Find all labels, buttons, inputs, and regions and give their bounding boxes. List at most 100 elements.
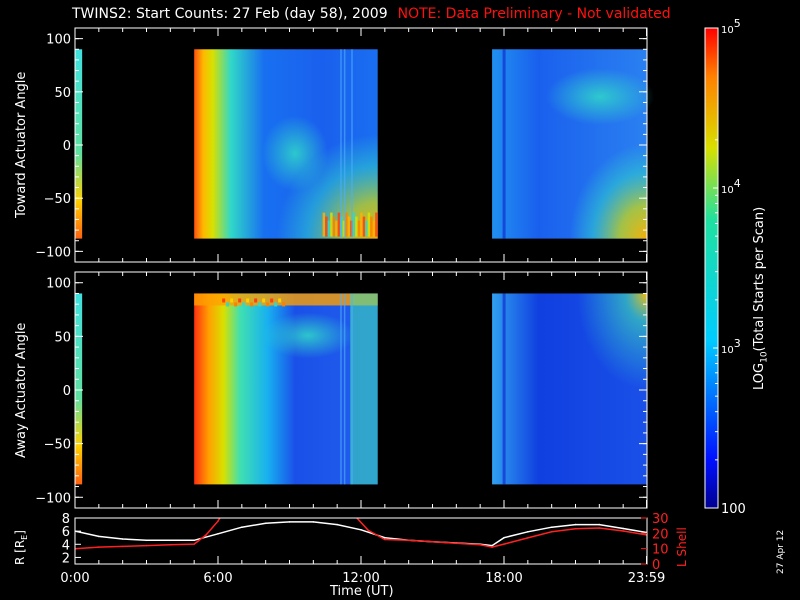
toward-speckle: [372, 220, 376, 237]
l-shell-point: [384, 538, 386, 541]
r-earth-radii-line: [75, 521, 647, 547]
r-earth-radii-point: [550, 526, 553, 528]
away-speckle: [230, 298, 234, 303]
l-shell-point: [217, 520, 219, 522]
toward-speckle: [335, 220, 338, 237]
toward-speckle: [375, 212, 378, 237]
toward-speckle: [332, 216, 336, 237]
l-shell-point: [367, 529, 370, 532]
away-speckle: [242, 302, 246, 307]
l-ytick-label: 10: [652, 543, 669, 558]
away-ytick-label: 100: [46, 277, 71, 292]
l-shell-point: [121, 545, 124, 548]
colorbar-tick-exp: 3: [734, 337, 741, 350]
time-xtick-label: 0:00: [60, 571, 89, 586]
r-earth-radii-point: [503, 536, 505, 539]
r-ytick-label: 6: [62, 525, 70, 540]
l-shell-point: [574, 527, 577, 530]
away-heatmap-block-1: [75, 293, 83, 485]
r-earth-radii-point: [312, 521, 315, 523]
away-ytick-label: 50: [54, 330, 71, 345]
toward-speckle: [337, 212, 341, 237]
away-speckle: [250, 302, 254, 307]
r-earth-radii-point: [145, 539, 148, 542]
toward-speckle: [322, 212, 326, 237]
toward-ytick-label: −50: [44, 192, 71, 207]
l-shell-axis-label: L Shell: [675, 527, 689, 567]
l-ytick-label: 30: [652, 512, 669, 527]
away-ytick-label: 0: [63, 384, 71, 399]
l-shell-point: [503, 543, 505, 545]
colorbar-tick-label: 103: [721, 337, 741, 356]
away-warm-region: [577, 293, 647, 389]
r-earth-radii-point: [336, 523, 339, 526]
r-earth-radii-point: [574, 523, 577, 526]
away-cyan-region: [262, 312, 354, 359]
r-ytick-label: 4: [62, 538, 70, 553]
toward-speckle: [352, 212, 356, 237]
toward-speckle: [365, 220, 368, 237]
time-axis-label: Time (UT): [330, 584, 394, 599]
l-ytick-label: 20: [652, 527, 669, 542]
colorbar-tick-base: 10: [721, 25, 734, 36]
colorbar-frame: [704, 27, 719, 509]
toward-speckle: [325, 216, 328, 237]
r-axis-label-end: ]: [13, 530, 27, 535]
colorbar-tick-label: 100: [721, 502, 746, 517]
away-speckle: [262, 298, 266, 303]
toward-speckle: [357, 220, 361, 237]
toward-speckle: [355, 216, 358, 237]
colorbar-tick-base: 10: [721, 185, 734, 196]
toward-speckle: [370, 216, 373, 237]
time-xtick-label: 6:00: [203, 571, 232, 586]
l-shell-point: [145, 544, 148, 547]
toward-ytick-label: 0: [63, 139, 71, 154]
l-shell-line: [75, 518, 647, 550]
colorbar-tick-exp: 4: [734, 177, 741, 190]
r-earth-radii-point: [384, 536, 386, 539]
title-text: TWINS2: Start Counts: 27 Feb (day 58), 2…: [72, 6, 388, 22]
toward-cyan-region: [262, 115, 329, 192]
r-earth-radii-point: [98, 535, 100, 538]
r-earth-radii-point: [527, 531, 529, 533]
r-earth-radii-point: [264, 522, 267, 525]
away-speckle: [254, 298, 258, 303]
away-speckle: [246, 298, 250, 303]
l-shell-point: [622, 530, 624, 532]
away-speckle: [266, 302, 270, 307]
away-cyan-edge: [350, 293, 378, 485]
side-date-stamp: 27 Apr 12: [776, 529, 786, 574]
r-ytick-label: 2: [62, 551, 70, 566]
r-earth-radii-point: [360, 529, 362, 531]
r-earth-radii-point: [121, 538, 124, 540]
time-xtick-label: 23:59: [628, 571, 665, 586]
away-speckle: [274, 302, 278, 307]
away-speckle: [234, 302, 238, 307]
time-xtick-label: 18:00: [485, 571, 522, 586]
l-shell-point: [407, 539, 410, 541]
r-axis-label-sub: E: [20, 535, 29, 540]
l-shell-point: [598, 527, 601, 529]
away-speckle: [270, 298, 274, 303]
l-shell-point: [431, 541, 434, 543]
l-shell-point: [193, 543, 195, 545]
l-shell-point: [550, 531, 553, 533]
toward-ytick-label: 100: [46, 33, 71, 48]
toward-speckle: [362, 216, 366, 237]
toward-speckle: [345, 212, 348, 237]
toward-ytick-label: 50: [54, 86, 71, 101]
away-angle-axis-label: Away Actuator Angle: [14, 322, 29, 458]
away-speckle: [278, 298, 282, 303]
colorbar-tick-base: 10: [721, 345, 734, 356]
colorbar-tick-label: 105: [721, 17, 741, 36]
l-shell-point: [98, 546, 100, 548]
away-speckle: [226, 302, 230, 307]
l-shell-point: [455, 542, 458, 545]
r-earth-radii-point: [491, 544, 493, 547]
l-shell-point: [205, 534, 207, 536]
colorbar-tick-exp: 5: [734, 17, 741, 30]
l-ytick-label: 0: [652, 558, 660, 573]
toward-ytick-label: −100: [35, 245, 71, 260]
toward-speckle: [347, 216, 351, 237]
toward-speckle: [330, 212, 333, 237]
